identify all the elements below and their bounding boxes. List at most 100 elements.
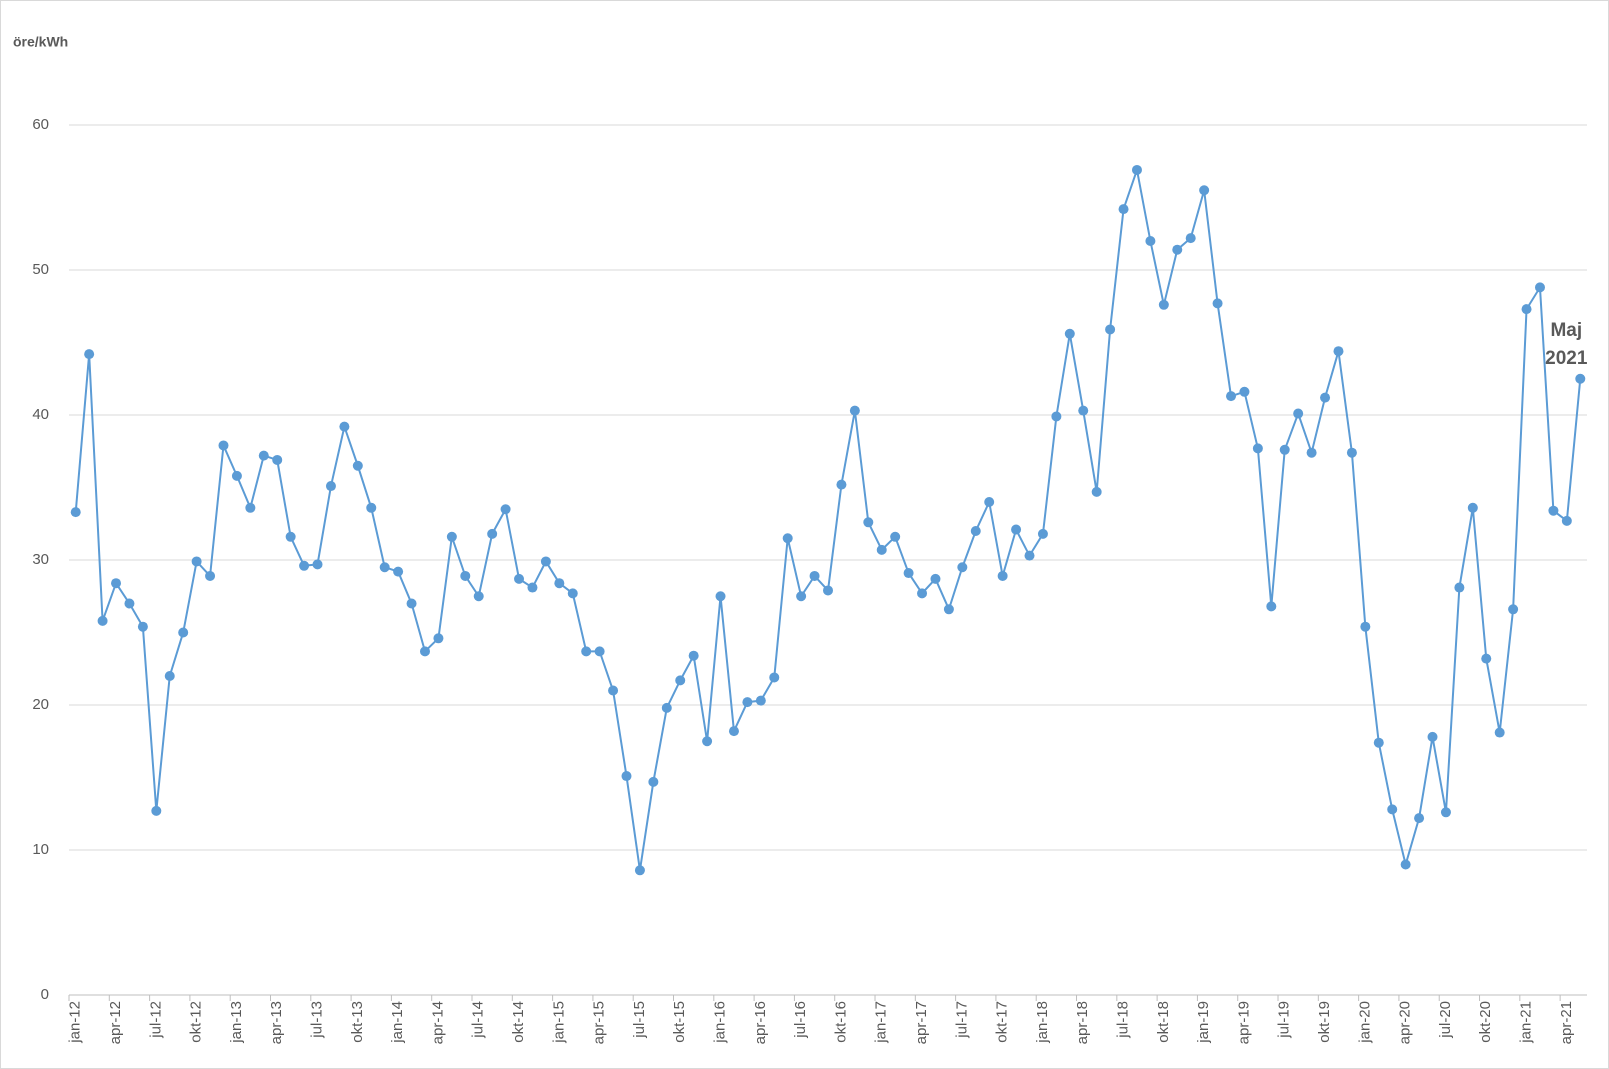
marker bbox=[540, 556, 551, 567]
x-tick-label: jan-16 bbox=[711, 1001, 728, 1044]
marker bbox=[715, 591, 726, 602]
marker bbox=[1293, 408, 1304, 419]
marker bbox=[634, 865, 645, 876]
marker bbox=[1440, 807, 1451, 818]
marker bbox=[1481, 653, 1492, 664]
marker bbox=[675, 675, 686, 686]
marker bbox=[299, 560, 310, 571]
marker bbox=[823, 585, 833, 596]
x-tick-label: jul-17 bbox=[953, 1001, 970, 1039]
x-tick-label: jan-20 bbox=[1356, 1001, 1373, 1044]
marker bbox=[621, 771, 632, 782]
marker bbox=[1427, 731, 1438, 742]
x-tick-label: apr-16 bbox=[752, 1001, 769, 1044]
marker bbox=[1534, 282, 1545, 293]
marker bbox=[1400, 859, 1411, 870]
x-tick-label: jul-15 bbox=[631, 1001, 648, 1039]
marker bbox=[661, 702, 672, 713]
x-tick-label: okt-13 bbox=[349, 1001, 366, 1043]
marker bbox=[849, 405, 860, 416]
marker bbox=[796, 591, 807, 602]
marker bbox=[1279, 444, 1290, 455]
marker bbox=[379, 562, 390, 573]
marker bbox=[755, 695, 766, 706]
marker bbox=[1414, 813, 1425, 824]
marker bbox=[984, 497, 995, 507]
x-tick-label: okt-16 bbox=[832, 1001, 849, 1043]
marker bbox=[688, 650, 699, 661]
y-tick-label: 40 bbox=[32, 406, 49, 423]
marker bbox=[1494, 727, 1505, 738]
x-tick-label: apr-14 bbox=[429, 1001, 446, 1044]
marker bbox=[1118, 204, 1129, 215]
marker bbox=[258, 450, 269, 461]
marker bbox=[393, 566, 404, 577]
marker bbox=[178, 627, 189, 638]
marker bbox=[970, 526, 981, 536]
x-tick-label: apr-19 bbox=[1235, 1001, 1252, 1044]
marker bbox=[366, 502, 377, 513]
marker bbox=[836, 479, 847, 490]
marker bbox=[1454, 582, 1465, 593]
y-tick-label: 30 bbox=[32, 551, 49, 568]
x-tick-label: jan-18 bbox=[1034, 1001, 1051, 1044]
marker bbox=[1561, 515, 1572, 526]
x-tick-label: apr-20 bbox=[1397, 1001, 1414, 1044]
marker bbox=[191, 556, 202, 567]
marker bbox=[1051, 411, 1062, 422]
marker bbox=[473, 591, 484, 602]
marker bbox=[957, 562, 968, 573]
x-tick-label: okt-12 bbox=[188, 1001, 205, 1043]
x-tick-label: jan-13 bbox=[228, 1001, 245, 1044]
marker bbox=[1575, 373, 1586, 384]
marker bbox=[70, 507, 81, 518]
marker bbox=[433, 633, 444, 644]
marker bbox=[205, 570, 216, 581]
marker bbox=[1467, 502, 1478, 513]
marker bbox=[567, 588, 578, 599]
marker bbox=[84, 349, 95, 360]
marker bbox=[1548, 505, 1559, 516]
annotation: Maj bbox=[1550, 320, 1582, 341]
marker bbox=[1199, 185, 1210, 196]
marker bbox=[1252, 443, 1263, 454]
marker bbox=[1508, 604, 1519, 615]
marker bbox=[1373, 737, 1384, 748]
marker bbox=[231, 470, 242, 481]
x-tick-label: okt-18 bbox=[1155, 1001, 1172, 1043]
marker bbox=[1387, 804, 1398, 815]
marker bbox=[164, 671, 175, 681]
x-tick-label: jan-17 bbox=[873, 1001, 890, 1044]
x-tick-label: jul-16 bbox=[792, 1001, 809, 1039]
marker bbox=[500, 504, 511, 515]
marker bbox=[554, 578, 565, 589]
x-tick-label: jan-12 bbox=[67, 1001, 84, 1044]
x-tick-label: okt-20 bbox=[1477, 1001, 1494, 1043]
marker bbox=[1131, 164, 1142, 175]
marker bbox=[1037, 528, 1048, 539]
marker bbox=[1105, 324, 1116, 335]
marker bbox=[1064, 328, 1075, 339]
marker bbox=[917, 588, 928, 599]
y-tick-label: 0 bbox=[41, 986, 49, 1003]
x-tick-label: apr-17 bbox=[913, 1001, 930, 1044]
marker bbox=[943, 604, 954, 615]
marker bbox=[111, 578, 122, 589]
x-tick-label: jan-14 bbox=[389, 1001, 406, 1044]
marker bbox=[1078, 405, 1089, 416]
marker bbox=[406, 598, 417, 609]
marker bbox=[419, 646, 430, 657]
marker bbox=[1158, 299, 1169, 310]
marker bbox=[728, 726, 739, 737]
x-tick-label: jul-19 bbox=[1276, 1001, 1293, 1039]
marker bbox=[446, 531, 457, 542]
x-tick-label: jan-19 bbox=[1195, 1001, 1212, 1044]
marker bbox=[769, 672, 780, 683]
marker bbox=[527, 582, 538, 593]
x-tick-label: okt-17 bbox=[994, 1001, 1011, 1043]
marker bbox=[97, 615, 108, 626]
marker bbox=[1360, 621, 1371, 632]
marker bbox=[460, 570, 471, 581]
x-tick-label: jul-12 bbox=[147, 1001, 164, 1039]
